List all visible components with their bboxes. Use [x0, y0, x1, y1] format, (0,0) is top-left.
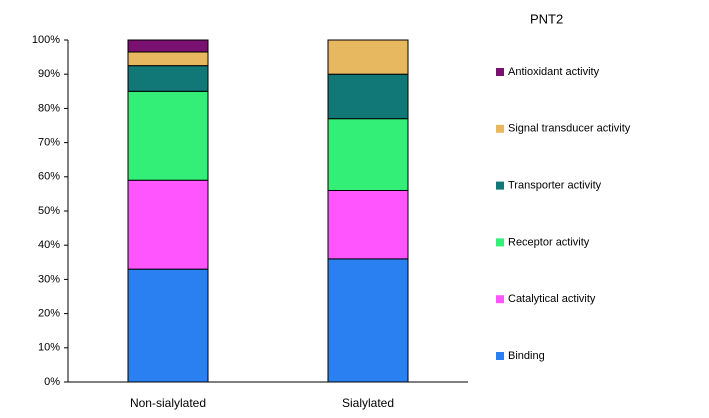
legend-swatch: [496, 124, 504, 133]
y-tick-label: 90%: [38, 68, 60, 80]
bar-segment: [127, 51, 209, 67]
bar-segment: [127, 90, 209, 181]
legend-title: PNT2: [530, 11, 563, 26]
y-tick-label: 60%: [38, 171, 60, 183]
legend-label: Binding: [508, 350, 545, 362]
y-tick-label: 100%: [32, 34, 60, 46]
bar-segment: [127, 179, 209, 270]
legend-swatch: [496, 181, 504, 190]
bar-segment: [327, 258, 409, 383]
legend-swatch: [496, 68, 504, 76]
legend-swatch: [496, 295, 504, 304]
y-tick-label: 70%: [38, 137, 60, 149]
legend-swatch: [496, 352, 504, 360]
bar-segment: [327, 189, 409, 260]
bar-segment: [127, 268, 209, 383]
y-tick-label: 40%: [38, 239, 60, 251]
bar-segment: [327, 39, 409, 75]
y-tick-label: 10%: [38, 342, 60, 354]
x-tick-label: Non-sialylated: [130, 396, 206, 410]
y-tick-label: 80%: [38, 102, 60, 114]
legend-label: Catalytical activity: [508, 293, 596, 305]
bar-segment: [127, 39, 209, 53]
x-tick-label: Sialylated: [342, 396, 394, 410]
y-tick-label: 50%: [38, 205, 60, 217]
y-tick-label: 30%: [38, 273, 60, 285]
y-tick-label: 20%: [38, 308, 60, 320]
legend-label: Transporter activity: [508, 180, 602, 192]
legend-label: Receptor activity: [508, 236, 590, 248]
legend-label: Signal transducer activity: [508, 123, 631, 135]
y-tick-label: 0%: [44, 376, 60, 388]
legend-label: Antioxidant activity: [508, 66, 600, 78]
bar-segment: [327, 118, 409, 191]
bar-segment: [127, 65, 209, 92]
bar-segment: [327, 73, 409, 120]
legend-swatch: [496, 238, 504, 247]
